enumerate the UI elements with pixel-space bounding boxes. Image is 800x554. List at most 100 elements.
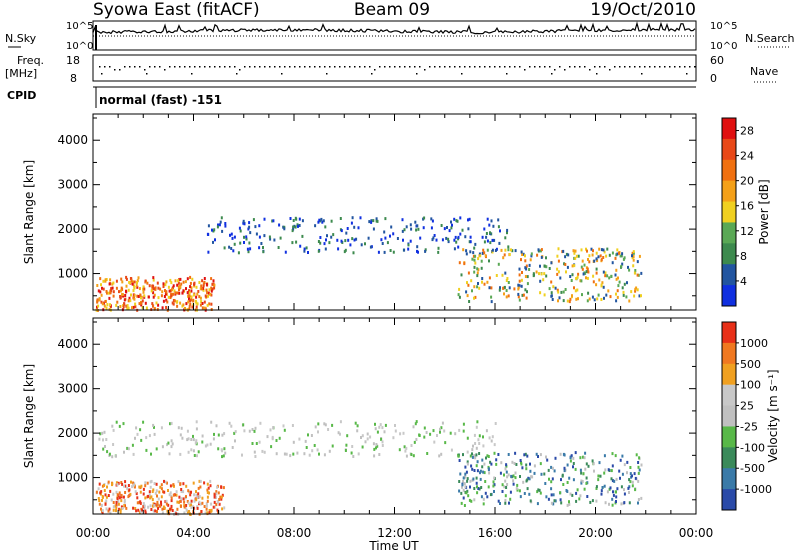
colorbar-frame	[721, 117, 737, 307]
scatter-cell	[584, 467, 587, 471]
scatter-cell	[410, 444, 413, 447]
scatter-cell	[106, 303, 109, 307]
freq-panel: Freq. [MHz] 18 8 60 0 Nave	[5, 54, 778, 85]
scatter-cell	[142, 487, 145, 491]
scatter-cell	[102, 438, 104, 442]
noise-left-tick-bottom: 10^0	[66, 41, 93, 52]
scatter-cell	[172, 483, 175, 487]
scatter-cell	[104, 493, 107, 497]
scatter-cell	[185, 495, 187, 499]
scatter-cell	[161, 445, 164, 449]
scatter-cell	[292, 440, 295, 444]
scatter-cell	[133, 293, 136, 297]
scatter-cell	[478, 442, 481, 445]
freq-dot	[189, 66, 191, 68]
scatter-cell	[514, 476, 517, 480]
scatter-cell	[140, 484, 143, 488]
freq-dot	[274, 66, 276, 68]
scatter-cell	[195, 427, 198, 431]
colorbar-tick-label: 12	[740, 225, 754, 238]
scatter-cell	[108, 507, 111, 511]
scatter-cell	[291, 229, 294, 233]
scatter-cell	[180, 282, 183, 286]
scatter-cell	[149, 504, 152, 508]
scatter-cell	[518, 267, 521, 271]
scatter-cell	[205, 288, 208, 292]
scatter-cell	[180, 488, 183, 491]
scatter-cell	[116, 483, 119, 487]
scatter-cell	[634, 269, 637, 272]
range-tick-label: 4000	[57, 337, 88, 351]
scatter-cell	[213, 493, 216, 497]
scatter-cell	[319, 236, 322, 239]
scatter-cell	[540, 255, 543, 259]
scatter-cell	[462, 480, 464, 483]
scatter-cell	[105, 495, 108, 499]
scatter-cell	[612, 490, 614, 494]
scatter-cell	[169, 422, 171, 426]
scatter-cell	[592, 462, 595, 466]
scatter-cell	[566, 265, 569, 269]
freq-dot	[224, 66, 226, 68]
scatter-cell	[530, 252, 533, 256]
scatter-cell	[443, 429, 446, 433]
scatter-cell	[557, 270, 560, 274]
freq-dot	[299, 66, 301, 68]
scatter-cell	[125, 277, 128, 281]
scatter-cell	[610, 477, 613, 481]
scatter-cell	[154, 491, 157, 495]
scatter-cell	[181, 291, 184, 295]
scatter-cell	[133, 280, 136, 284]
scatter-cell	[221, 433, 224, 437]
scatter-cell	[353, 238, 356, 242]
scatter-cell	[422, 226, 425, 230]
scatter-cell	[566, 503, 569, 507]
scatter-cell	[635, 453, 638, 457]
scatter-cell	[587, 270, 590, 274]
scatter-cell	[125, 304, 128, 308]
scatter-cell	[586, 276, 589, 280]
cpid-panel: CPID normal (fast) -151	[7, 86, 696, 108]
scatter-cell	[539, 491, 542, 495]
scatter-cell	[112, 508, 115, 512]
scatter-cell	[111, 282, 114, 286]
scatter-cell	[472, 477, 475, 481]
scatter-cell	[166, 481, 168, 485]
scatter-cell	[476, 469, 479, 473]
scatter-cell	[359, 216, 362, 220]
scatter-cell	[305, 246, 308, 250]
scatter-cell	[600, 492, 603, 496]
scatter-cell	[613, 479, 616, 483]
scatter-cell	[360, 243, 363, 247]
scatter-cell	[489, 231, 491, 235]
scatter-cell	[108, 296, 111, 300]
scatter-cell	[255, 442, 258, 445]
scatter-cell	[632, 255, 635, 258]
scatter-cell	[540, 472, 543, 476]
scatter-cell	[410, 453, 413, 456]
scatter-cell	[278, 436, 281, 440]
scatter-cell	[585, 247, 587, 251]
scatter-cell	[126, 446, 129, 450]
scatter-cell	[323, 453, 326, 457]
scatter-cell	[464, 465, 467, 469]
scatter-cell	[634, 289, 637, 293]
scatter-cell	[190, 448, 193, 452]
scatter-cell	[578, 497, 581, 501]
scatter-cell	[571, 273, 574, 277]
scatter-cell	[259, 421, 262, 425]
freq-dot	[574, 66, 576, 68]
power-cbar-label: Power [dB]	[757, 179, 771, 244]
scatter-cell	[337, 247, 340, 251]
scatter-cell	[148, 284, 151, 288]
scatter-cell	[537, 488, 540, 492]
scatter-cell	[576, 275, 579, 279]
scatter-cell	[507, 281, 510, 284]
scatter-cell	[140, 438, 143, 442]
scatter-cell	[628, 485, 631, 489]
scatter-cell	[503, 473, 505, 477]
scatter-cell	[503, 253, 506, 257]
scatter-cell	[138, 485, 141, 489]
scatter-cell	[163, 479, 165, 483]
scatter-cell	[150, 508, 153, 511]
